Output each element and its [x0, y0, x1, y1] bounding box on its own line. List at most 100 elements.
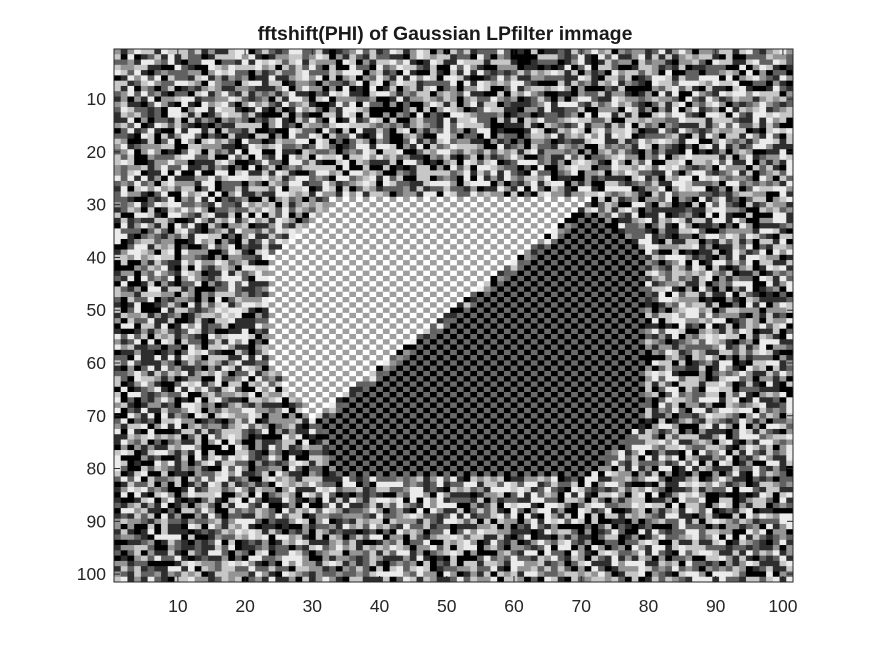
heatmap-cell	[598, 59, 606, 66]
heatmap-cell	[752, 196, 760, 203]
heatmap-cell	[369, 302, 377, 308]
heatmap-cell	[288, 244, 296, 250]
heatmap-cell	[268, 49, 276, 55]
heatmap-cell	[503, 254, 511, 261]
heatmap-cell	[194, 207, 202, 213]
heatmap-cell	[611, 149, 619, 155]
heatmap-cell	[544, 54, 552, 60]
heatmap-cell	[645, 91, 653, 97]
heatmap-cell	[651, 49, 659, 55]
heatmap-cell	[463, 217, 471, 224]
heatmap-cell	[779, 233, 787, 240]
heatmap-cell	[591, 238, 599, 245]
heatmap-cell	[497, 54, 505, 60]
heatmap-cell	[651, 154, 659, 161]
heatmap-cell	[564, 149, 572, 155]
heatmap-cell	[194, 175, 202, 182]
heatmap-cell	[631, 217, 639, 224]
heatmap-cell	[591, 133, 599, 140]
heatmap-cell	[530, 270, 538, 277]
heatmap-cell	[248, 154, 256, 161]
heatmap-cell	[208, 223, 216, 229]
heatmap-cell	[490, 275, 498, 282]
heatmap-cell	[752, 217, 760, 224]
heatmap-cell	[308, 286, 317, 293]
heatmap-cell	[241, 265, 249, 271]
heatmap-cell	[134, 233, 142, 240]
heatmap-cell	[544, 59, 552, 66]
heatmap-cell	[409, 212, 417, 219]
heatmap-cell	[645, 175, 653, 182]
heatmap-cell	[510, 281, 518, 287]
heatmap-cell	[752, 80, 760, 87]
heatmap-cell	[114, 70, 122, 76]
heatmap-cell	[645, 170, 653, 177]
heatmap-cell	[598, 191, 606, 198]
heatmap-cell	[604, 117, 612, 124]
heatmap-cell	[174, 270, 182, 277]
heatmap-cell	[261, 59, 269, 66]
heatmap-cell	[645, 149, 653, 155]
heatmap-cell	[745, 270, 754, 277]
heatmap-grid	[114, 49, 794, 583]
heatmap-cell	[282, 107, 290, 113]
heatmap-cell	[698, 286, 706, 293]
heatmap-cell	[154, 191, 162, 198]
heatmap-cell	[470, 143, 478, 150]
heatmap-cell	[591, 49, 599, 55]
heatmap-cell	[120, 117, 128, 124]
heatmap-cell	[302, 228, 310, 235]
heatmap-cell	[698, 107, 706, 113]
heatmap-cell	[745, 223, 754, 229]
heatmap-cell	[389, 96, 397, 103]
heatmap-cell	[477, 175, 485, 182]
heatmap-cell	[577, 180, 585, 187]
heatmap-cell	[127, 249, 135, 256]
heatmap-cell	[470, 180, 478, 187]
heatmap-cell	[624, 64, 632, 71]
heatmap-cell	[530, 207, 538, 213]
heatmap-cell	[308, 64, 317, 71]
heatmap-cell	[161, 217, 169, 224]
heatmap-cell	[221, 223, 229, 229]
heatmap-cell	[201, 54, 209, 60]
heatmap-cell	[584, 165, 592, 171]
heatmap-cell	[477, 59, 485, 66]
heatmap-cell	[120, 297, 128, 303]
heatmap-cell	[235, 270, 243, 277]
heatmap-cell	[624, 54, 632, 60]
heatmap-cell	[181, 249, 189, 256]
heatmap-cell	[517, 49, 525, 55]
heatmap-cell	[577, 297, 585, 303]
heatmap-cell	[665, 138, 673, 145]
heatmap-cell	[510, 91, 518, 97]
heatmap-cell	[705, 212, 713, 219]
heatmap-cell	[335, 159, 343, 166]
heatmap-cell	[739, 128, 747, 134]
heatmap-cell	[349, 275, 357, 282]
heatmap-cell	[396, 191, 404, 198]
heatmap-cell	[719, 128, 727, 134]
heatmap-cell	[712, 75, 720, 82]
heatmap-cell	[739, 159, 747, 166]
heatmap-cell	[759, 64, 767, 71]
heatmap-cell	[181, 64, 189, 71]
heatmap-cell	[584, 202, 592, 208]
heatmap-cell	[356, 154, 364, 161]
heatmap-cell	[255, 275, 263, 282]
heatmap-cell	[571, 143, 579, 150]
heatmap-cell	[288, 249, 296, 256]
heatmap-cell	[302, 80, 310, 87]
heatmap-cell	[423, 233, 431, 240]
heatmap-cell	[698, 85, 706, 92]
heatmap-cell	[651, 128, 659, 134]
heatmap-cell	[645, 59, 653, 66]
heatmap-cell	[416, 107, 424, 113]
heatmap-cell	[483, 85, 491, 92]
heatmap-cell	[692, 217, 700, 224]
heatmap-cell	[766, 122, 774, 129]
heatmap-cell	[429, 275, 438, 282]
heatmap-cell	[208, 175, 216, 182]
heatmap-cell	[692, 170, 700, 177]
heatmap-cell	[275, 96, 283, 103]
